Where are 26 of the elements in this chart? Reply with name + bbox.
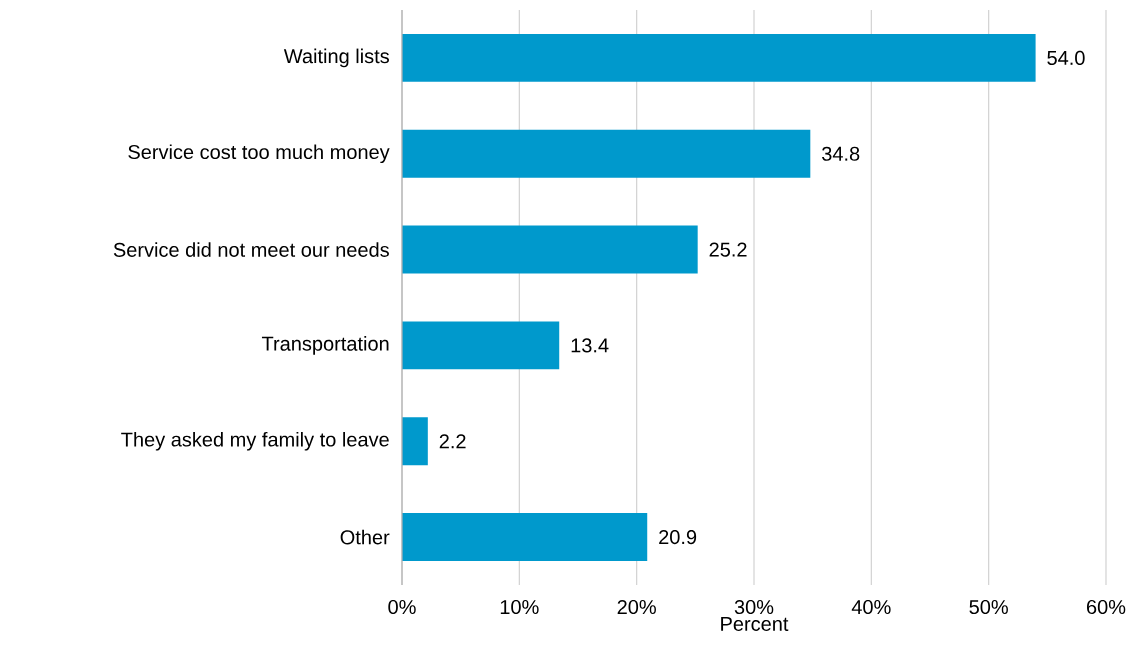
data-label: 25.2 [709,242,747,257]
bar [402,225,698,274]
x-tick-label: 20% [617,599,656,615]
x-tick-label: 0% [388,599,416,615]
y-tick-label: Transportation [261,336,389,355]
x-tick-label: 60% [1087,599,1126,615]
bar [402,417,428,466]
y-tick-label: Waiting lists [283,48,389,68]
bar [402,321,560,370]
y-tick-label: They asked my family to leave [121,431,389,451]
data-label: 54.0 [1047,50,1085,65]
y-tick-label: Service cost too much money [128,144,390,164]
data-label: 34.8 [822,146,860,161]
y-tick-label: Other [340,529,390,545]
data-label: 20.9 [659,529,697,545]
data-label: 2.2 [439,434,466,449]
bar [402,129,811,178]
bar [402,33,1036,82]
data-label: 13.4 [571,338,609,353]
y-tick-label: Service did not meet our needs [113,242,389,257]
x-tick-label: 10% [500,599,539,615]
bar [402,513,648,562]
x-tick-label: 50% [969,599,1008,615]
x-axis-title: Percent [721,617,789,631]
x-tick-label: 30% [734,599,774,615]
x-tick-label: 40% [851,599,891,615]
